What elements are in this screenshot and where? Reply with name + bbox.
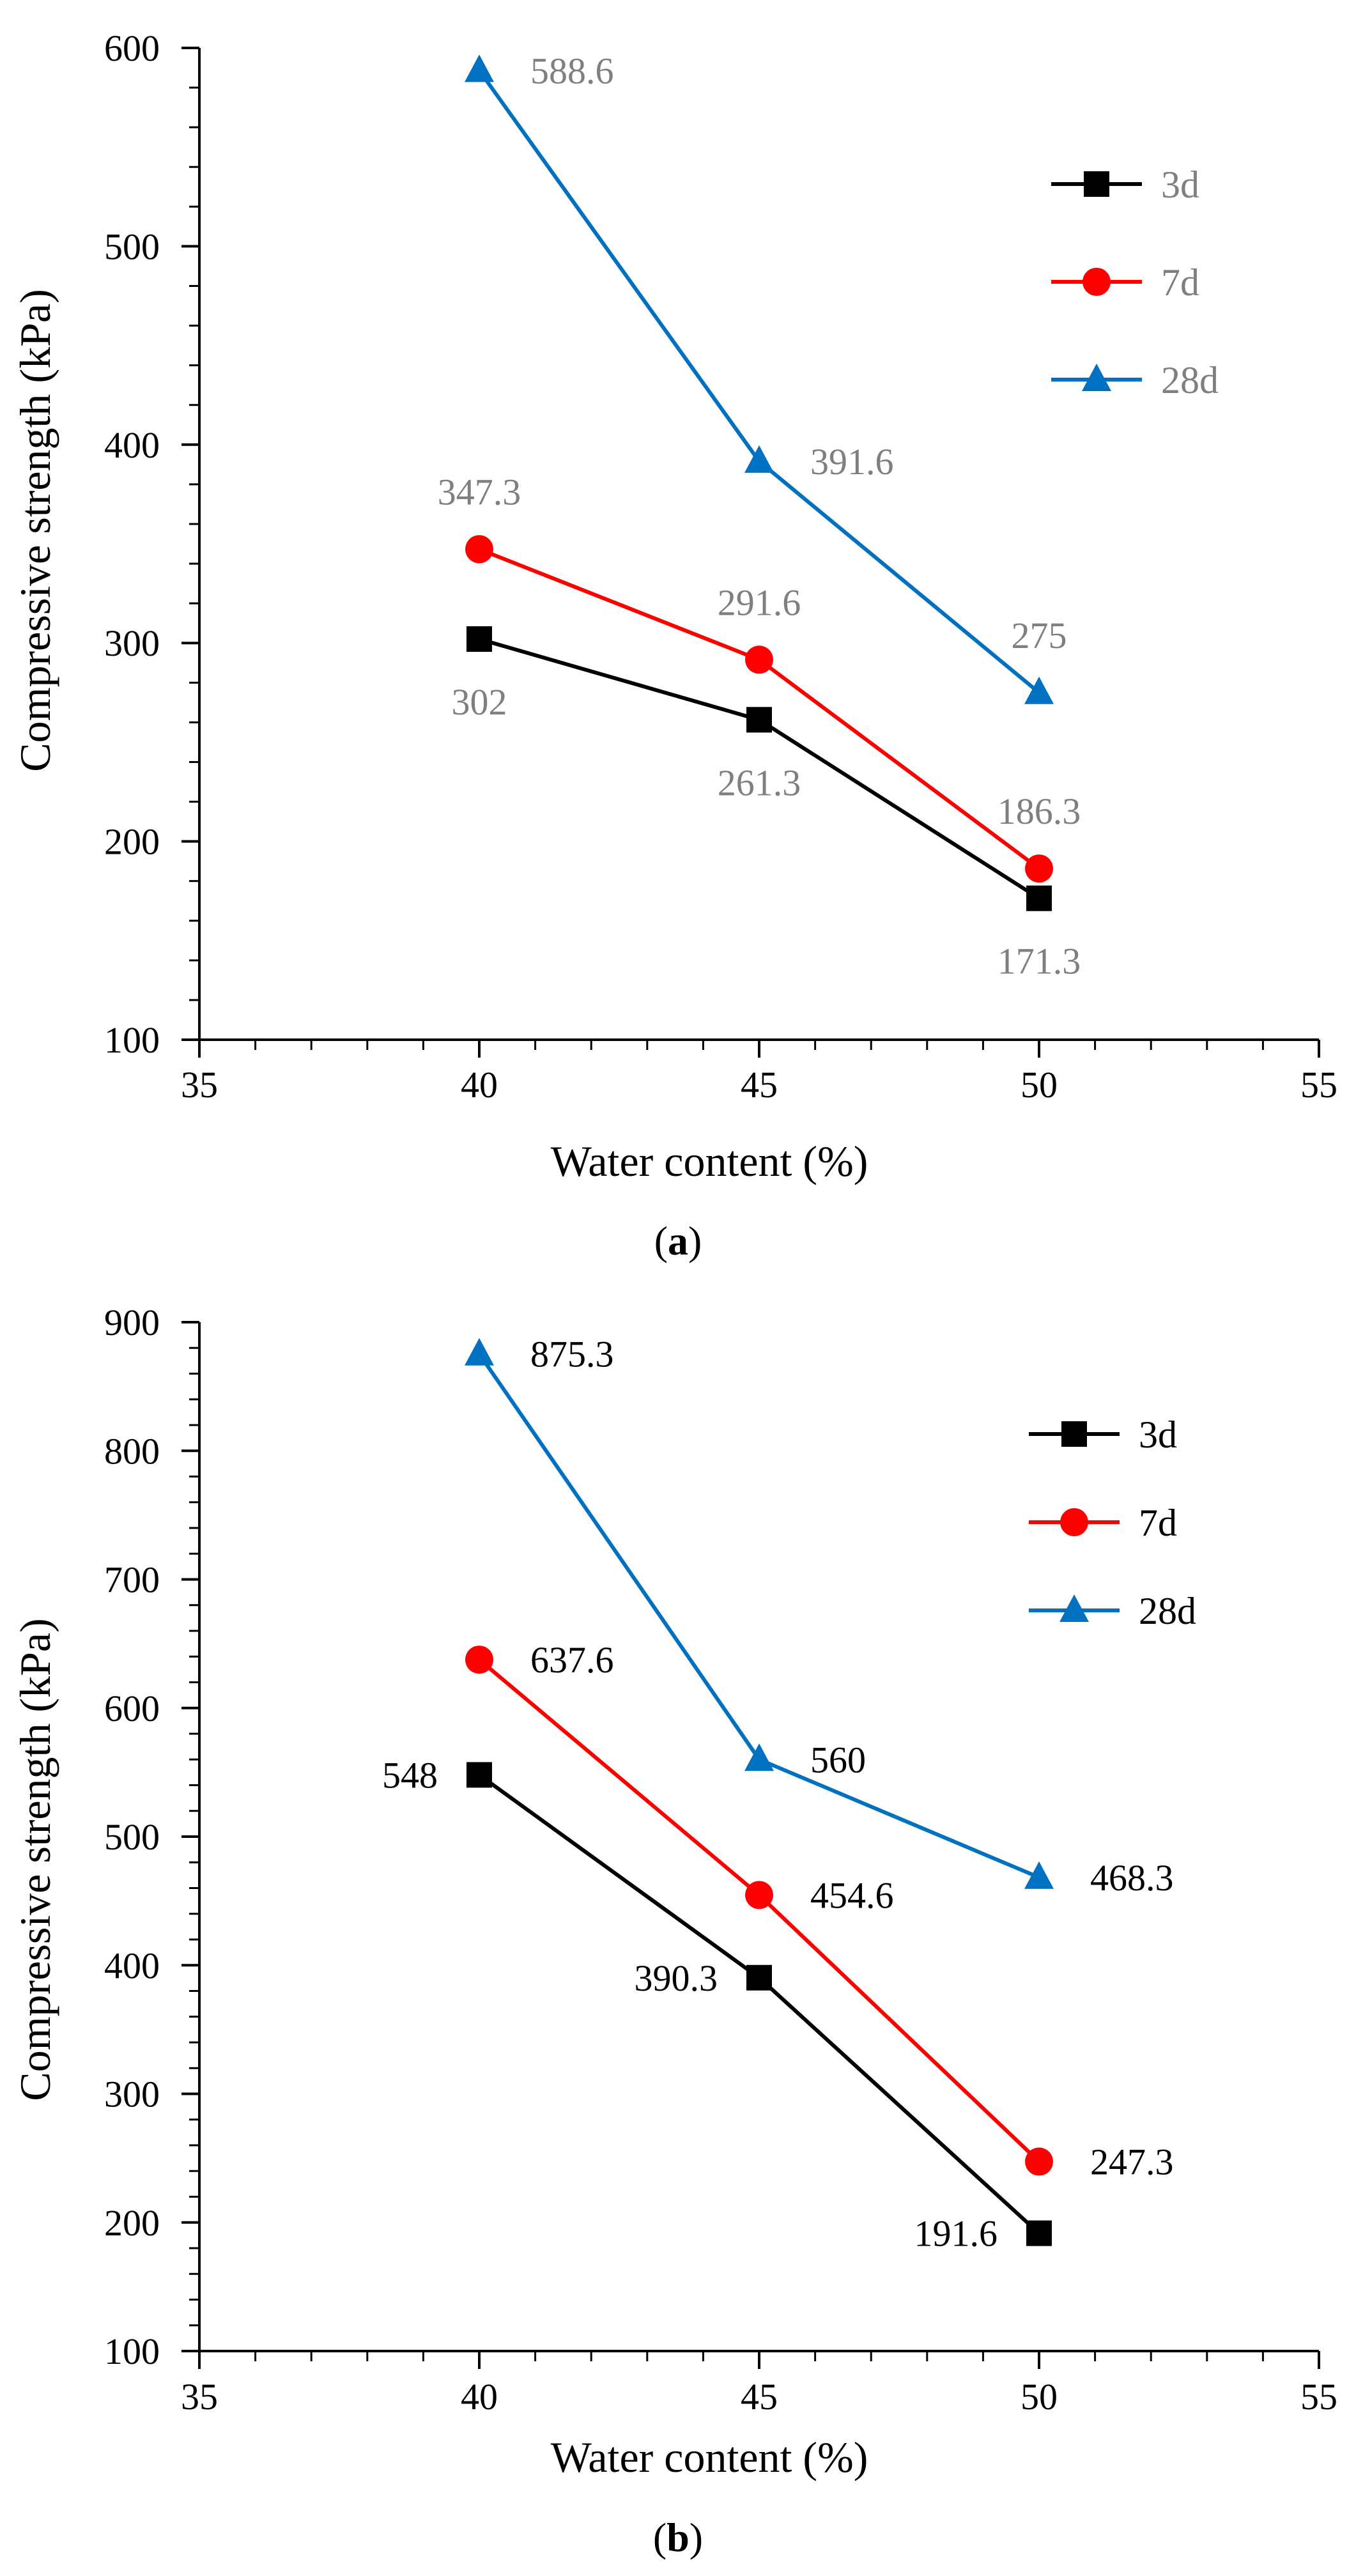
panel-b-series-7d-point <box>745 1881 773 1909</box>
panel-b-series-28d-data-label: 560 <box>810 1739 866 1780</box>
panel-a-legend-28d-marker <box>1082 364 1111 391</box>
panel-a-ticks: 35 40 45 50 55 100 200 300 400 500 600 <box>104 27 1337 1106</box>
panel-b-series-3d-data-label: 548 <box>382 1754 438 1796</box>
panel-b-series-28d-data-label: 468.3 <box>1090 1857 1174 1899</box>
panel-a-y-tick-label: 200 <box>104 821 160 863</box>
panel-b-legend-28d-label: 28d <box>1139 1590 1196 1632</box>
panel-a-series-3d-data-label: 261.3 <box>718 762 801 803</box>
panel-b-series-28d-point <box>465 1338 494 1366</box>
panel-b-x-tick-label: 55 <box>1300 2376 1337 2418</box>
panel-b-y-tick-label: 400 <box>104 1945 160 1986</box>
panel-a-x-tick-label: 40 <box>461 1064 498 1106</box>
panel-a-series-3d-point <box>746 707 772 733</box>
panel-b-y-tick-label: 600 <box>104 1688 160 1729</box>
panel-a-caption: (a) <box>654 1218 702 1263</box>
panel-a-legend-28d-label: 28d <box>1161 359 1219 401</box>
panel-b-series-3d-data-label: 390.3 <box>635 1957 718 1999</box>
panel-a-y-tick-label: 400 <box>104 424 160 466</box>
panel-b-series-7d-data-label: 454.6 <box>810 1874 894 1916</box>
panel-a-series-7d-data-label: 347.3 <box>438 471 521 513</box>
panel-a-legend-3d-label: 3d <box>1161 164 1199 206</box>
panel-a-series-7d-point <box>465 535 493 564</box>
panel-b-series-3d-point <box>746 1964 772 1991</box>
panel-a-y-tick-label: 600 <box>104 27 160 69</box>
panel-a-x-tick-label: 50 <box>1021 1064 1058 1106</box>
panel-b-y-axis-title: Compressive strength (kPa) <box>11 1618 59 2101</box>
panel-b-caption-letter: b <box>666 2515 690 2560</box>
panel-a-series-7d-point <box>1025 854 1053 883</box>
panel-b-series-28d-point <box>744 1743 774 1771</box>
panel-b-legend-3d-label: 3d <box>1139 1414 1177 1456</box>
panel-b-x-tick-label: 50 <box>1021 2376 1058 2418</box>
panel-b-series-28d-data-label: 875.3 <box>530 1334 614 1375</box>
panel-b-series-28d-point <box>1024 1861 1054 1889</box>
panel-a-legend: 3d 7d 28d <box>1051 164 1219 401</box>
panel-a-legend-3d-marker <box>1084 171 1109 197</box>
panel-b-series-7d-point <box>465 1646 493 1674</box>
panel-a-series-28d-point <box>744 445 774 473</box>
panel-b-x-axis-title: Water content (%) <box>551 2433 868 2481</box>
panel-b-x-tick-label: 35 <box>181 2376 218 2418</box>
panel-a-series-3d-data-label: 302 <box>452 681 507 723</box>
chart-panel-a: 302 261.3 171.3 347.3 291.6 186.3 588.6 391.6 27… <box>11 27 1337 1263</box>
panel-b-caption-open: ( <box>653 2515 666 2560</box>
panel-b-legend-28d-marker <box>1059 1594 1089 1622</box>
panel-a-series-7d-point <box>745 645 773 674</box>
panel-b-series-7d-point <box>1025 2147 1053 2176</box>
panel-a-x-tick-label: 55 <box>1300 1064 1337 1106</box>
panel-b-y-tick-label: 700 <box>104 1559 160 1601</box>
panel-b-x-tick-label: 40 <box>461 2376 498 2418</box>
panel-a-caption-close: ) <box>688 1218 702 1263</box>
panel-a-y-tick-label: 300 <box>104 622 160 664</box>
panel-b-y-tick-label: 900 <box>104 1302 160 1343</box>
panel-b-x-tick-label: 45 <box>741 2376 778 2418</box>
panel-b-legend-3d-marker <box>1061 1421 1087 1447</box>
panel-b-y-tick-label: 100 <box>104 2331 160 2372</box>
panel-a-series-28d-point <box>465 54 494 82</box>
panel-b-legend-7d-label: 7d <box>1139 1502 1177 1544</box>
panel-b-series-3d-point <box>1026 2220 1052 2246</box>
panel-a-series-3d-point <box>1026 885 1052 911</box>
panel-a-legend-7d-marker <box>1082 268 1111 296</box>
panel-b-series-7d-data-label: 637.6 <box>530 1639 614 1681</box>
panel-a-series-7d-data-label: 186.3 <box>998 791 1081 832</box>
panel-a-x-tick-label: 35 <box>181 1064 218 1106</box>
panel-a-caption-letter: a <box>668 1218 688 1263</box>
panel-a-y-tick-label: 100 <box>104 1019 160 1061</box>
panel-b-y-tick-label: 200 <box>104 2202 160 2244</box>
panel-a-series-28d-data-label: 588.6 <box>530 50 614 91</box>
panel-b-caption-close: ) <box>690 2515 703 2560</box>
panel-a-legend-7d-label: 7d <box>1161 261 1199 304</box>
panel-b-legend: 3d 7d 28d <box>1029 1414 1196 1632</box>
panel-a-caption-open: ( <box>654 1218 668 1263</box>
panel-a-series-28d-data-label: 391.6 <box>810 441 894 482</box>
panel-b-series-3d-point <box>466 1762 492 1788</box>
panel-b-y-tick-label: 800 <box>104 1430 160 1472</box>
panel-b-y-tick-label: 300 <box>104 2074 160 2115</box>
chart-panel-b: 548 390.3 191.6 637.6 454.6 247.3 875.3 560 468.… <box>11 1302 1337 2560</box>
panel-b-legend-7d-marker <box>1060 1508 1088 1536</box>
panel-a-series-3d-data-label: 171.3 <box>998 941 1081 982</box>
panel-a-x-tick-label: 45 <box>741 1064 778 1106</box>
panel-b-caption: (b) <box>653 2515 703 2560</box>
panel-a-marks: 302 261.3 171.3 347.3 291.6 186.3 588.6 391.6 27… <box>438 50 1081 982</box>
panel-b-y-tick-label: 500 <box>104 1816 160 1858</box>
panel-a-series-3d-point <box>466 626 492 652</box>
panel-b-ticks: 35 40 45 50 55 100 200 300 400 500 600 700 800 900 <box>104 1302 1337 2418</box>
panel-a-series-28d-point <box>1024 676 1054 704</box>
panel-b-series-3d-data-label: 191.6 <box>914 2213 998 2255</box>
panel-a-y-tick-label: 500 <box>104 226 160 267</box>
panel-a-series-7d-data-label: 291.6 <box>718 582 801 623</box>
panel-b-marks: 548 390.3 191.6 637.6 454.6 247.3 875.3 560 468.… <box>382 1334 1174 2255</box>
panel-a-series-28d-data-label: 275 <box>1012 615 1067 656</box>
panel-a-x-axis-title: Water content (%) <box>551 1137 868 1185</box>
panel-b-series-7d-data-label: 247.3 <box>1090 2141 1174 2183</box>
panel-a-y-axis-title: Compressive strength (kPa) <box>11 289 59 771</box>
